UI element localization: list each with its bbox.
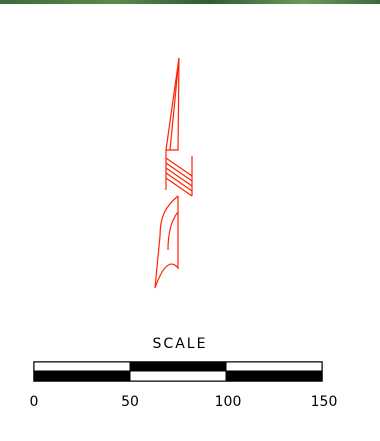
- scale-tick-100: 100: [214, 394, 242, 410]
- map-image-edge: [0, 0, 380, 4]
- scale-tick-0: 0: [29, 394, 39, 410]
- scale-bar-segment-bottom-1: [33, 370, 131, 382]
- scale-tick-50: 50: [121, 394, 139, 410]
- scale-title: SCALE: [152, 336, 208, 352]
- scale-bar-segment-top-3: [225, 361, 323, 372]
- scale-bar-segment-bottom-3: [225, 370, 323, 382]
- scale-bar-segment-bottom-2: [129, 370, 227, 382]
- scale-bar-segment-top-1: [33, 361, 131, 372]
- scale-bar-segment-top-2: [129, 361, 227, 372]
- scale-tick-150: 150: [310, 394, 338, 410]
